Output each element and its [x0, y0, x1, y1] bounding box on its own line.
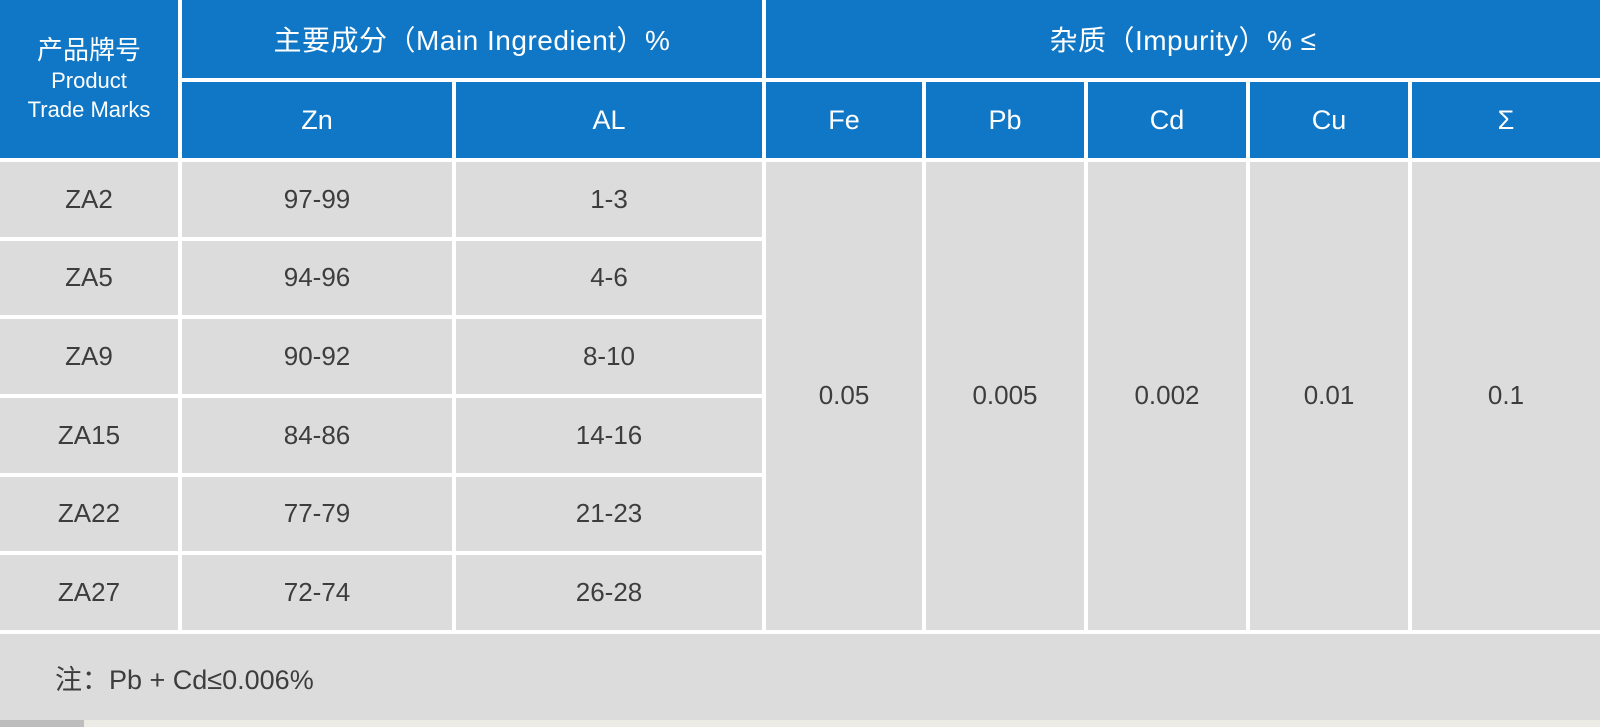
- brand-header-zh: 产品牌号: [36, 35, 141, 66]
- impurity-limit-fe: 0.05: [766, 162, 922, 630]
- zn-value-cell: 90-92: [182, 319, 452, 394]
- col-header-al: AL: [456, 82, 762, 158]
- col-header-zn: Zn: [182, 82, 452, 158]
- alloy-composition-table: 产品牌号 Product Trade Marks 主要成分（Main Ingre…: [0, 0, 1600, 630]
- al-value-cell: 26-28: [456, 555, 762, 630]
- impurity-group-header: 杂质（Impurity）% ≤: [766, 0, 1600, 78]
- zn-value-cell: 77-79: [182, 476, 452, 552]
- footnote-row: 注：Pb + Cd≤0.006%: [0, 634, 1600, 720]
- brand-cell: ZA27: [0, 555, 178, 630]
- col-header-pb: Pb: [926, 82, 1084, 158]
- col-header-cd: Cd: [1088, 82, 1246, 158]
- impurity-limit-sum: 0.1: [1412, 162, 1600, 630]
- al-value-cell: 1-3: [456, 162, 762, 237]
- col-header-sum: Σ: [1412, 82, 1600, 158]
- al-value-cell: 4-6: [456, 240, 762, 316]
- brand-cell: ZA5: [0, 240, 178, 316]
- brand-cell: ZA2: [0, 162, 178, 237]
- brand-cell: ZA15: [0, 397, 178, 473]
- al-value-cell: 8-10: [456, 319, 762, 394]
- col-header-cu: Cu: [1250, 82, 1408, 158]
- col-header-fe: Fe: [766, 82, 922, 158]
- impurity-limit-pb: 0.005: [926, 162, 1084, 630]
- brand-column-header: 产品牌号 Product Trade Marks: [0, 0, 178, 158]
- impurity-limit-cu: 0.01: [1250, 162, 1408, 630]
- al-value-cell: 21-23: [456, 476, 762, 552]
- zn-value-cell: 97-99: [182, 162, 452, 237]
- zn-value-cell: 84-86: [182, 397, 452, 473]
- zn-value-cell: 94-96: [182, 240, 452, 316]
- footnote-text: 注：Pb + Cd≤0.006%: [55, 664, 314, 695]
- zn-value-cell: 72-74: [182, 555, 452, 630]
- brand-cell: ZA9: [0, 319, 178, 394]
- main-ingredient-group-header: 主要成分（Main Ingredient）%: [182, 0, 762, 78]
- brand-header-en-line2: Trade Marks: [27, 96, 151, 122]
- brand-cell: ZA22: [0, 476, 178, 552]
- brand-header-en-line1: Product: [51, 68, 127, 94]
- impurity-limit-cd: 0.002: [1088, 162, 1246, 630]
- al-value-cell: 14-16: [456, 397, 762, 473]
- page-bottom-edge: [0, 720, 1600, 727]
- page-bottom-edge-corner: [0, 720, 84, 727]
